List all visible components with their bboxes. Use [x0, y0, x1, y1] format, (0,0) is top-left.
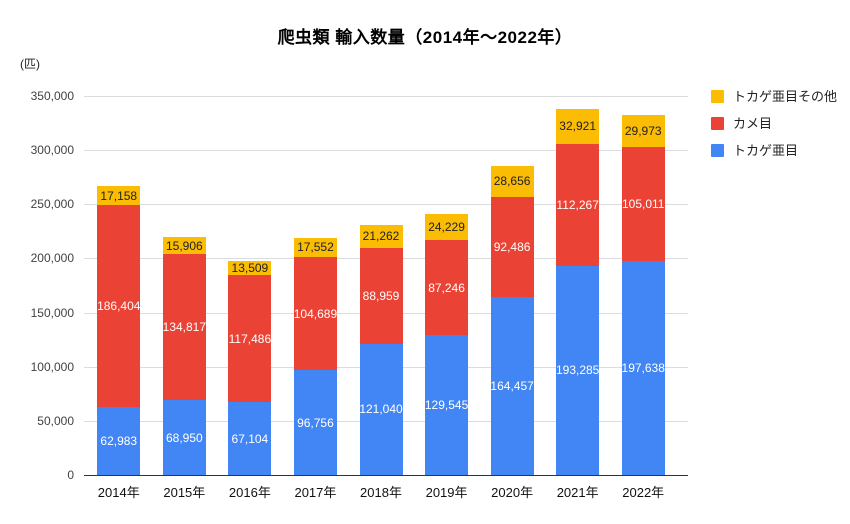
legend: トカゲ亜目その他 カメ目トカゲ亜目: [711, 89, 837, 158]
legend-item-label: カメ目: [733, 116, 773, 131]
x-axis-tick-label: 2020年: [491, 485, 534, 500]
bar-segment[interactable]: 13,509: [228, 260, 272, 276]
bar-segment[interactable]: 67,104: [228, 402, 272, 475]
bar-segment[interactable]: 105,011: [621, 147, 665, 261]
bar-segment[interactable]: 17,552: [293, 237, 337, 257]
bar-segment[interactable]: 62,983: [97, 406, 141, 475]
gridline: [84, 204, 688, 206]
y-axis-tick-label: 350,000: [30, 89, 74, 103]
y-axis-tick-label: 250,000: [30, 197, 74, 212]
legend-item[interactable]: トカゲ亜目その他: [711, 89, 837, 104]
x-axis-tick-label: 2022年: [622, 485, 665, 500]
bar-segment-value-label: 87,246: [428, 280, 465, 295]
bar-segment[interactable]: 68,950: [162, 400, 206, 475]
bar-segment[interactable]: 104,689: [293, 256, 338, 371]
x-axis-tick-label: 2018年: [360, 485, 402, 500]
x-axis-tick-label: 2021年: [556, 485, 599, 500]
bar-segment-value-label: 164,457: [490, 378, 534, 393]
x-axis-tick-label: 2014年: [97, 485, 140, 500]
bar-segment-value-label: 129,545: [424, 397, 469, 412]
bar-segment-value-label: 24,229: [428, 220, 465, 235]
bar-segment[interactable]: 88,959: [359, 247, 403, 344]
legend-item-label: トカゲ亜目: [733, 143, 799, 158]
y-axis-tick-label: 150,000: [30, 305, 74, 320]
legend-item-label: トカゲ亜目その他: [733, 89, 838, 104]
x-axis-tick-label: 2019年: [425, 485, 468, 500]
y-axis-tick-label: 50,000: [37, 413, 74, 428]
bar-segment-value-label: 193,285: [555, 363, 600, 378]
bar-segment-value-label: 29,973: [624, 124, 662, 139]
bar-segment[interactable]: 32,921: [556, 108, 600, 145]
legend-item[interactable]: トカゲ亜目: [711, 143, 837, 158]
bar-segment-value-label: 112,267: [556, 197, 599, 212]
bar-segment-value-label: 88,959: [362, 288, 400, 303]
bar-segment-value-label: 92,486: [493, 239, 531, 254]
bar-segment-value-label: 28,656: [493, 174, 531, 189]
bar-segment-value-label: 117,486: [228, 331, 272, 346]
bar-segment[interactable]: 21,262: [359, 224, 403, 248]
bar-segment[interactable]: 15,906: [162, 237, 206, 255]
legend-item[interactable]: カメ目: [711, 116, 837, 131]
bar-segment-value-label: 13,509: [231, 260, 269, 275]
bar-segment-value-label: 15,906: [165, 238, 203, 253]
y-axis-tick-label: 200,000: [30, 251, 74, 266]
bar-segment-value-label: 134,817: [162, 320, 207, 335]
bar-segment-value-label: 197,638: [621, 361, 665, 375]
bar-segment[interactable]: 121,040: [359, 343, 403, 475]
legend-swatch-icon: [711, 90, 724, 103]
bar-segment[interactable]: 186,404: [97, 204, 141, 407]
bar-segment-value-label: 104,689: [293, 306, 338, 321]
y-axis-tick-label: 300,000: [30, 143, 74, 158]
y-axis-tick-label: 0: [67, 468, 74, 482]
x-axis-tick-label: 2017年: [294, 485, 337, 500]
gridline: [84, 150, 688, 152]
bar-segment[interactable]: 164,457: [490, 296, 534, 475]
bar-segment[interactable]: 129,545: [424, 334, 469, 475]
y-axis-unit-label: (匹): [20, 57, 40, 71]
bar-segment-value-label: 121,040: [359, 402, 403, 417]
bar-segment-value-label: 67,104: [231, 431, 269, 446]
bar-segment[interactable]: 87,246: [425, 240, 469, 335]
bar-segment-value-label: 17,158: [100, 188, 138, 203]
bar-segment[interactable]: 17,158: [97, 186, 141, 205]
bar-segment[interactable]: 117,486: [228, 275, 272, 403]
bar-segment[interactable]: 193,285: [555, 265, 600, 475]
x-axis-tick-label: 2016年: [228, 485, 271, 500]
bar-segment-value-label: 21,262: [362, 229, 400, 244]
bar-segment[interactable]: 29,973: [621, 114, 665, 148]
bar-segment[interactable]: 112,267: [556, 144, 600, 266]
chart-title: 爬虫類 輸入数量（2014年～2022年）: [277, 28, 573, 47]
bar-segment[interactable]: 28,656: [490, 165, 534, 197]
x-axis-tick-label: 2015年: [163, 485, 206, 500]
legend-swatch-icon: [711, 144, 724, 157]
bar-segment-value-label: 186,404: [97, 298, 141, 313]
legend-swatch-icon: [711, 117, 724, 130]
plot-area: 0 50,000 100,000 150,000 200,000 250,000 300,0…: [31, 89, 688, 500]
bar-segment-value-label: 17,552: [297, 240, 334, 255]
bar-segment[interactable]: 96,756: [293, 370, 337, 475]
gridline: [84, 96, 688, 97]
bar-segment[interactable]: 24,229: [425, 214, 469, 241]
bar-segment[interactable]: 92,486: [490, 196, 534, 297]
bar-segment-value-label: 32,921: [559, 119, 596, 134]
bar-segment[interactable]: 134,817: [162, 254, 207, 401]
x-axis-line: [84, 475, 688, 476]
bar-segment[interactable]: 197,638: [622, 261, 665, 475]
bar-segment-value-label: 62,983: [100, 433, 138, 448]
y-axis-tick-label: 100,000: [30, 359, 74, 374]
bar-segment-value-label: 105,011: [621, 197, 665, 212]
bar-segment-value-label: 96,756: [297, 415, 334, 430]
bar-segment-value-label: 68,950: [165, 430, 203, 445]
